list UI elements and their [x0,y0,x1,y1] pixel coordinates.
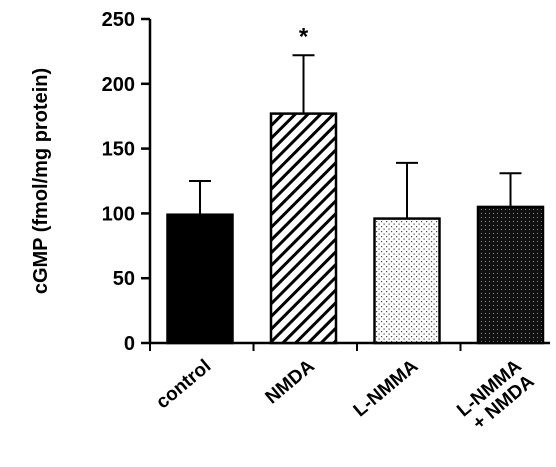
y-axis-title: cGMP (fmol/mg protein) [30,68,52,294]
y-tick-label: 0 [124,333,135,355]
x-category-label-line: control [152,356,215,413]
y-tick-label: 250 [102,9,135,31]
bars [166,54,545,345]
x-category-label: NMDA [262,356,319,409]
bar [373,217,441,345]
y-tick-label: 200 [102,74,135,96]
y-tick-label: 150 [102,139,135,161]
y-tick-label: 100 [102,203,135,225]
significance-marker: * [299,23,309,50]
bar [476,205,545,345]
bar [269,112,338,345]
x-category-label-line: L-NMMA [350,356,423,422]
x-category-label-line: NMDA [262,356,319,409]
y-tick-label: 50 [113,268,135,290]
x-category-label: L-NMMA+ NMDA [453,356,539,437]
x-category-label: control [152,356,215,413]
bar [166,213,234,345]
x-category-label: L-NMMA [350,356,423,422]
